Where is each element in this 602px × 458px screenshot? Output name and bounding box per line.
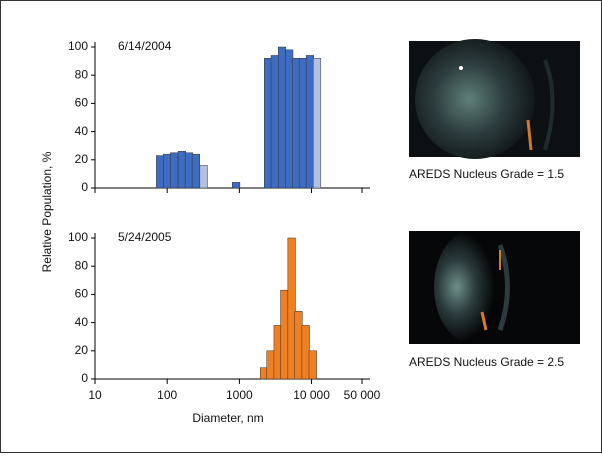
bar xyxy=(199,165,208,189)
bar xyxy=(305,55,314,189)
bar xyxy=(298,58,307,189)
bar xyxy=(170,152,179,189)
x-axis-label: Diameter, nm xyxy=(192,411,263,425)
y-axis-label: Relative Population, % xyxy=(40,151,54,272)
panel-title: 5/24/2005 xyxy=(118,230,172,244)
image-caption: AREDS Nucleus Grade = 2.5 xyxy=(409,355,564,369)
bar xyxy=(266,350,275,380)
bar xyxy=(184,152,193,189)
bar xyxy=(280,289,289,380)
bar xyxy=(312,58,322,189)
y-tick-label: 80 xyxy=(75,67,89,81)
y-tick-label: 60 xyxy=(75,287,89,301)
bar xyxy=(285,49,294,189)
y-tick-label: 20 xyxy=(75,152,89,166)
photo xyxy=(409,39,580,159)
y-tick-label: 80 xyxy=(75,258,89,272)
y-tick-label: 60 xyxy=(75,96,89,110)
x-tick-label: 10 000 xyxy=(293,388,330,402)
y-tick-label: 100 xyxy=(68,230,88,244)
x-tick-label: 100 xyxy=(157,388,177,402)
y-tick-label: 40 xyxy=(75,315,89,329)
y-tick-label: 0 xyxy=(81,371,88,385)
bar xyxy=(191,153,200,189)
bar xyxy=(308,350,317,380)
y-tick-label: 40 xyxy=(75,124,89,138)
y-tick-label: 100 xyxy=(68,39,88,53)
bar xyxy=(163,153,172,189)
bar xyxy=(177,151,186,189)
bar xyxy=(264,58,273,189)
bar xyxy=(232,182,241,189)
bar xyxy=(292,58,301,189)
bar xyxy=(301,325,310,380)
y-tick-label: 20 xyxy=(75,343,89,357)
photo xyxy=(409,231,580,344)
x-tick-label: 50 000 xyxy=(344,388,381,402)
y-tick-label: 0 xyxy=(81,180,88,194)
bar xyxy=(156,155,165,189)
bar xyxy=(277,46,287,189)
bar xyxy=(294,311,303,380)
x-tick-label: 1000 xyxy=(226,388,253,402)
x-tick-label: 10 xyxy=(88,388,102,402)
bar xyxy=(270,55,279,189)
bar xyxy=(287,237,296,380)
image-caption: AREDS Nucleus Grade = 1.5 xyxy=(409,167,564,181)
panel-title: 6/14/2004 xyxy=(118,39,172,53)
